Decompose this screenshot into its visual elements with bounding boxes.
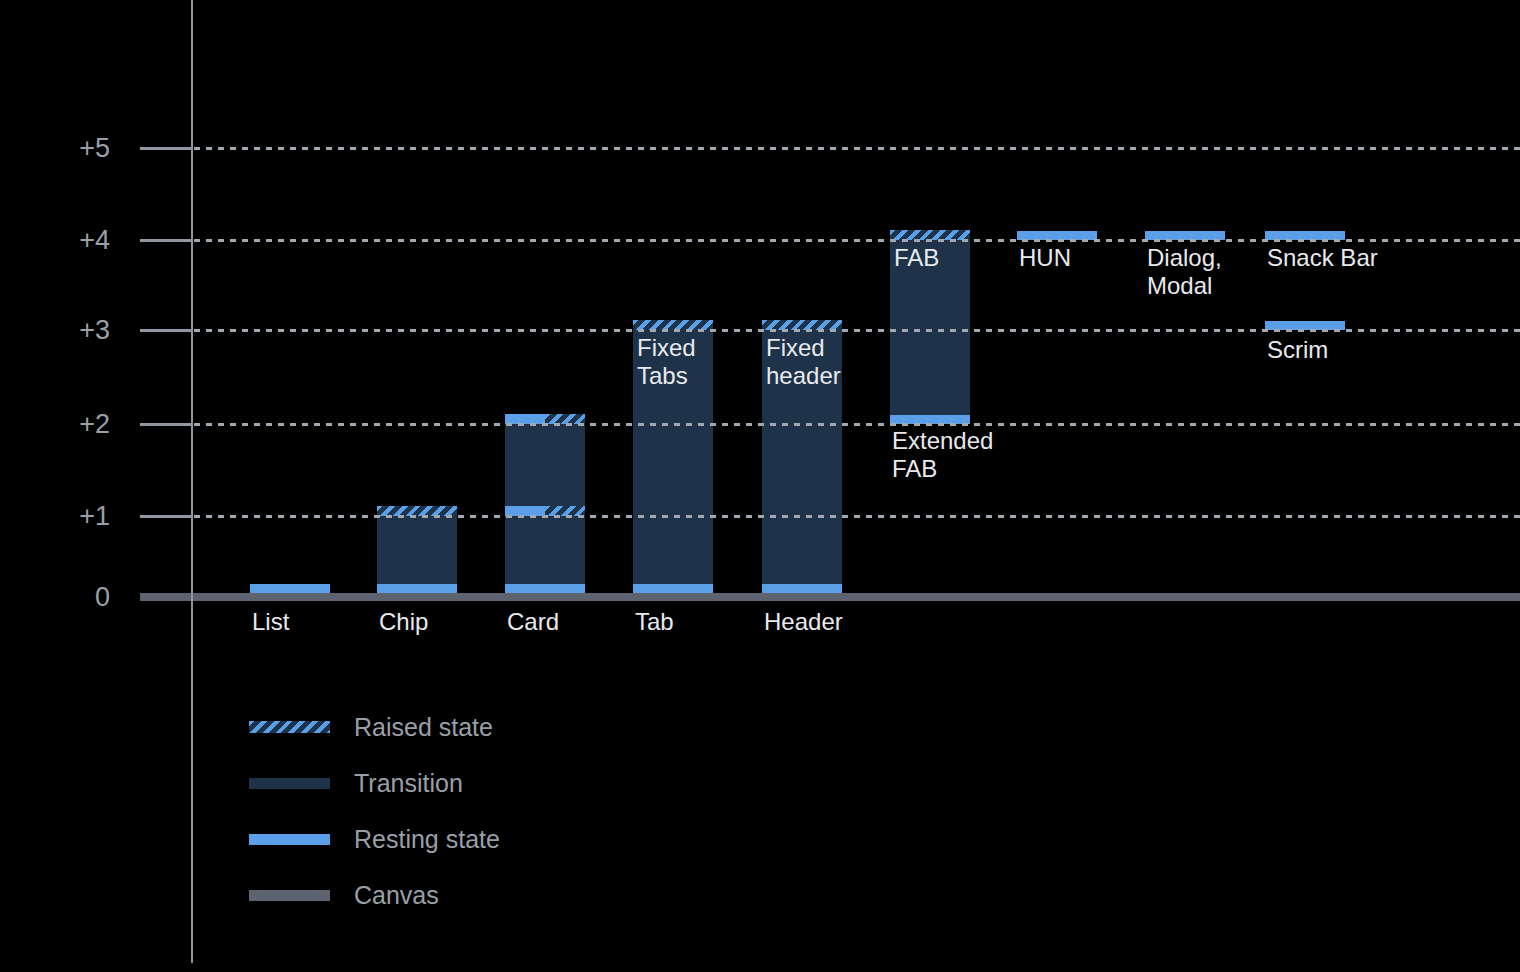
y-axis-label-+1: +1 (30, 503, 110, 530)
card-transition-segment (505, 424, 585, 506)
tick-+2 (140, 423, 192, 426)
gridline-+5 (194, 147, 1520, 150)
tab-resting-segment (633, 584, 713, 593)
list-label-line: List (252, 608, 289, 636)
elevation-chart: +5+4+3+2+10 ListChipCardTabFixedTabsHead… (0, 0, 1520, 972)
chip-transition-segment (377, 516, 457, 584)
legend-label-raised: Raised state (354, 715, 493, 740)
gridline-+2 (194, 423, 1520, 426)
dialog-modal-label: Dialog,Modal (1147, 244, 1222, 300)
header-label-1: Fixedheader (766, 334, 841, 390)
legend-swatch-resting-icon (249, 834, 330, 845)
fab-label-1: ExtendedFAB (892, 427, 993, 483)
header-label-line: Fixed (766, 334, 841, 362)
y-axis-label-+5: +5 (30, 135, 110, 162)
fab-label-line: FAB (892, 455, 993, 483)
legend-swatch-raised-icon (249, 721, 330, 733)
scrim-label: Scrim (1267, 336, 1328, 364)
card-label-line: Card (507, 608, 559, 636)
tick-+3 (140, 329, 192, 332)
gridline-+1 (194, 515, 1520, 518)
y-axis-line (191, 0, 193, 963)
header-label-line: header (766, 362, 841, 390)
y-axis-label-+2: +2 (30, 411, 110, 438)
tab-label-1: FixedTabs (637, 334, 696, 390)
tab-label: Tab (635, 608, 674, 636)
chip-resting-segment (377, 584, 457, 593)
gridline-+3 (194, 329, 1520, 332)
list-resting-segment (250, 584, 330, 593)
scrim-label-line: Scrim (1267, 336, 1328, 364)
card-transition-segment (505, 516, 585, 584)
tab-label-line: Tabs (637, 362, 696, 390)
legend-label-resting: Resting state (354, 827, 500, 852)
legend-item-resting: Resting state (249, 824, 500, 854)
legend-item-raised: Raised state (249, 712, 493, 742)
legend-item-canvas: Canvas (249, 880, 439, 910)
y-axis-label-0: 0 (30, 584, 110, 611)
card-label: Card (507, 608, 559, 636)
canvas-baseline (140, 593, 1520, 601)
fab-label: FAB (894, 244, 939, 272)
legend-label-transition: Transition (354, 771, 463, 796)
header-resting-segment (762, 584, 842, 593)
dialog-modal-label-line: Dialog, (1147, 244, 1222, 272)
fab-label-line: Extended (892, 427, 993, 455)
chip-label: Chip (379, 608, 428, 636)
list-label: List (252, 608, 289, 636)
header-label: Header (764, 608, 843, 636)
legend-label-canvas: Canvas (354, 883, 439, 908)
header-label-line: Header (764, 608, 843, 636)
tick-+5 (140, 147, 192, 150)
legend-swatch-transition-icon (249, 778, 330, 789)
tab-label-line: Fixed (637, 334, 696, 362)
tab-label-line: Tab (635, 608, 674, 636)
tick-+1 (140, 515, 192, 518)
legend-item-transition: Transition (249, 768, 463, 798)
hun-label: HUN (1019, 244, 1071, 272)
snack-bar-label: Snack Bar (1267, 244, 1378, 272)
card-resting-segment (505, 584, 585, 593)
y-axis-label-+3: +3 (30, 317, 110, 344)
dialog-modal-label-line: Modal (1147, 272, 1222, 300)
y-axis-label-+4: +4 (30, 227, 110, 254)
hun-label-line: HUN (1019, 244, 1071, 272)
chip-label-line: Chip (379, 608, 428, 636)
legend-swatch-canvas-icon (249, 890, 330, 901)
tick-+4 (140, 239, 192, 242)
gridline-+4 (194, 239, 1520, 242)
fab-label-line: FAB (894, 244, 939, 272)
snack-bar-label-line: Snack Bar (1267, 244, 1378, 272)
